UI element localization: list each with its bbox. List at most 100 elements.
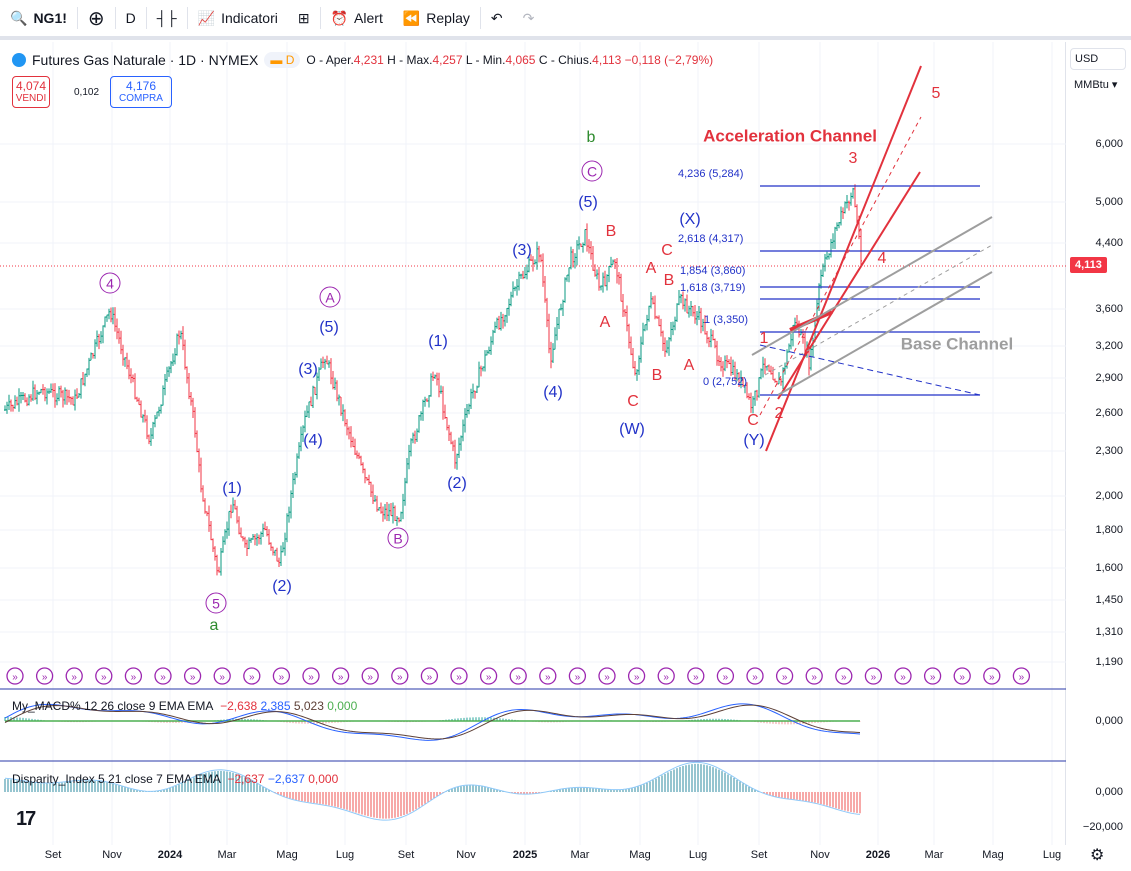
alert-label: Alert (354, 10, 383, 26)
forward-arrow-icon (568, 667, 587, 685)
price-axis-label: 1,800 (1095, 524, 1123, 536)
macd-value: 5,023 (293, 699, 324, 713)
buy-button[interactable]: 4,176 COMPRA (110, 76, 172, 108)
chart-type-button[interactable]: ┤├ (147, 0, 187, 36)
settings-gear-icon[interactable]: ⚙ (1090, 847, 1105, 864)
forward-arrow-icon: » (900, 672, 906, 683)
forward-arrow-icon (923, 667, 942, 685)
price-axis-label: 4,400 (1095, 237, 1123, 249)
current-price-tag: 4,113 (1070, 257, 1107, 273)
time-axis-label: Lug (335, 849, 355, 861)
forward-arrow-icon (243, 667, 261, 685)
wave-label: B (663, 272, 675, 289)
badge-label: D (285, 53, 295, 67)
wave-label: (5) (319, 319, 339, 336)
forward-arrow-icon: » (338, 672, 344, 683)
undo-button[interactable]: ↶ (481, 0, 513, 36)
sell-button[interactable]: 4,074 VENDI (12, 76, 50, 108)
macd-name: My_MACD% 12 26 close 9 EMA EMA (12, 699, 214, 713)
symbol-legend: Futures Gas Naturale · 1D · NYMEX ▬ D O … (12, 52, 713, 68)
interval-button[interactable]: D (116, 0, 146, 36)
forward-arrow-icon (154, 667, 172, 685)
price-axis-label: 2,000 (1095, 490, 1123, 502)
forward-arrow-icon: » (42, 672, 48, 683)
replay-label: Replay (426, 10, 470, 26)
forward-arrow-icon: » (367, 672, 373, 683)
acceleration-channel-bottom (777, 171, 921, 400)
time-axis-label: Lug (688, 849, 708, 861)
forward-arrow-icon (835, 667, 853, 685)
forward-arrow-icon: » (427, 672, 433, 683)
chart-canvas[interactable]: » » » » » » » » » » » » » » » » » » » » » » » » » » » » » » » » » » » (0, 42, 1066, 845)
macd-value: −2,638 (220, 699, 258, 713)
wave-label: A (599, 314, 611, 331)
price-axis-label: 1,190 (1095, 656, 1123, 668)
redo-icon: ↷ (522, 9, 535, 26)
unit-dropdown[interactable]: MMBtu ▾ (1074, 79, 1118, 91)
wave-label: C (661, 242, 673, 259)
wave-label: C (581, 160, 603, 182)
alarm-clock-icon: ⏰ (330, 9, 349, 26)
forward-arrow-icon: » (397, 672, 403, 683)
symbol-label: NG1! (33, 10, 67, 26)
redo-button[interactable]: ↷ (513, 0, 545, 36)
time-axis-label: 2026 (865, 849, 891, 861)
currency-dropdown[interactable]: USD (1070, 48, 1126, 70)
open-value: 4,231 (353, 53, 384, 67)
price-axis[interactable]: USD MMBtu ▾ 6,000 5,000 4,400 3,600 3,200 2,9… (1066, 42, 1131, 845)
symbol-search[interactable]: 🔍 NG1! (0, 0, 77, 36)
wave-label: B (651, 367, 663, 384)
indicators-button[interactable]: 📈 Indicatori (188, 0, 288, 36)
time-axis-label: Mar (217, 849, 237, 861)
bars-icon: ┤├ (156, 10, 177, 26)
base-channel-label: Base Channel (900, 334, 1014, 354)
wave-label: B (605, 223, 617, 240)
time-axis-label: Mar (570, 849, 590, 861)
forward-arrow-icon (35, 667, 54, 685)
symbol-title: Futures Gas Naturale · 1D · NYMEX (32, 52, 259, 68)
fib-level-label: 2,618 (4,317) (678, 233, 744, 245)
forward-arrow-icon: » (693, 672, 699, 683)
macd-value: 0,000 (327, 699, 358, 713)
time-axis-label: 2024 (157, 849, 183, 861)
layouts-button[interactable]: ⊞ (288, 0, 320, 36)
forward-arrow-icon: » (663, 672, 669, 683)
wave-label: 5 (931, 85, 941, 102)
forward-arrow-icon: » (219, 672, 225, 683)
forward-arrow-icon: » (604, 672, 610, 683)
divider (479, 7, 481, 29)
alert-button[interactable]: ⏰ Alert (321, 0, 393, 36)
search-icon: 🔍 (10, 9, 28, 26)
forward-arrow-icon (331, 667, 350, 685)
macd-axis-label: 0,000 (1095, 715, 1123, 727)
indicators-label: Indicatori (221, 10, 278, 26)
replay-button[interactable]: ⏪ Replay (393, 0, 480, 36)
time-axis-label: Mar (924, 849, 944, 861)
forward-arrow-icon: » (249, 672, 255, 683)
wave-label: (3) (512, 242, 532, 259)
macd-value: 2,385 (260, 699, 291, 713)
change-value: −0,118 (−2,79%) (624, 53, 714, 67)
forward-arrow-icon: » (1019, 672, 1025, 683)
compare-button[interactable]: ⊕ (78, 0, 115, 36)
time-axis-label: Set (750, 849, 768, 861)
forward-arrow-icon: » (131, 672, 137, 683)
forward-arrow-icon: » (930, 672, 936, 683)
tradingview-logo[interactable]: 17 (16, 808, 36, 830)
wave-label: (2) (447, 475, 467, 492)
gas-drop-icon (12, 53, 26, 67)
fib-level-label: 1 (3,350) (704, 314, 749, 326)
forward-arrow-icon (687, 667, 705, 685)
plus-circle-icon: ⊕ (87, 7, 105, 30)
time-axis-label: Nov (810, 849, 830, 861)
price-chart[interactable]: » » » » » » » » » » » » » » » » » » » » » » » » » » » » » » » » » » » Futu… (0, 42, 1066, 845)
forward-arrow-icon (775, 667, 794, 685)
time-axis-label: Mag (629, 849, 651, 861)
trend-line (759, 344, 981, 396)
price-axis-label: 3,200 (1095, 340, 1123, 352)
interval-badge: ▬ D (264, 52, 301, 68)
forward-arrow-icon (6, 667, 24, 685)
forward-arrow-icon (746, 667, 764, 685)
sell-label: VENDI (15, 93, 47, 104)
grid-icon: ⊞ (297, 9, 310, 26)
